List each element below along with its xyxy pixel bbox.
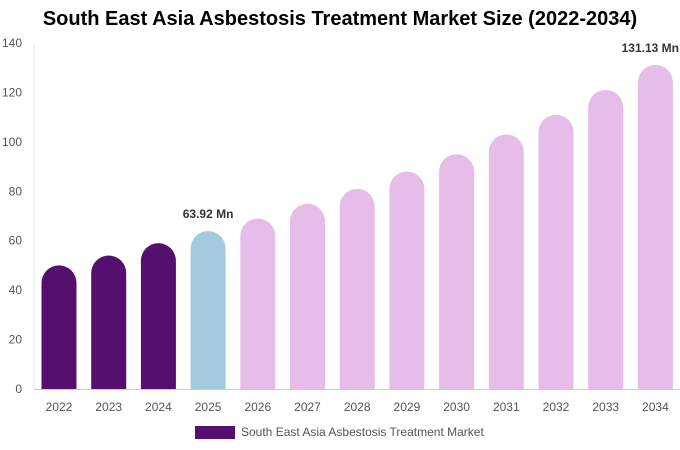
bar-2027 [290, 203, 325, 389]
x-tick-label: 2027 [294, 400, 321, 414]
y-tick-label: 40 [9, 283, 23, 297]
x-tick-label: 2022 [46, 400, 73, 414]
x-tick-label: 2030 [443, 400, 470, 414]
chart-labels: 2022 2023 2024 2025 2026 2027 2028 2029 2030 2031… [46, 41, 679, 414]
x-tick-label: 2034 [642, 400, 669, 414]
bar-2023 [91, 255, 127, 389]
bar-2022 [41, 265, 77, 389]
legend-label: South East Asia Asbestosis Treatment Mar… [241, 425, 484, 439]
bar-2029 [389, 171, 425, 389]
y-tick-label: 100 [2, 135, 22, 149]
bar-2026 [240, 218, 276, 389]
bar-2031 [488, 134, 524, 389]
x-tick-label: 2026 [244, 400, 271, 414]
bar-2034 [637, 64, 673, 389]
x-tick-label: 2032 [543, 400, 570, 414]
bar-2032 [538, 114, 574, 389]
data-label: 131.13 Mn [622, 41, 679, 55]
y-tick-label: 80 [9, 184, 23, 198]
x-tick-label: 2025 [195, 400, 222, 414]
x-tick-label: 2028 [344, 400, 371, 414]
bar-2033 [588, 89, 624, 389]
x-tick-label: 2023 [95, 400, 122, 414]
y-tick-label: 20 [9, 333, 23, 347]
x-tick-label: 2033 [592, 400, 619, 414]
x-tick-label: 2024 [145, 400, 172, 414]
bar-2030 [439, 154, 475, 389]
legend-swatch [195, 425, 235, 439]
bar-2028 [339, 188, 375, 389]
data-label: 63.92 Mn [183, 207, 234, 221]
y-tick-label: 60 [9, 234, 23, 248]
legend[interactable]: South East Asia Asbestosis Treatment Mar… [195, 425, 484, 439]
y-tick-label: 0 [15, 382, 22, 396]
bar-2025 [190, 231, 226, 389]
y-tick-label: 120 [2, 85, 22, 99]
chart-bars [41, 64, 673, 389]
chart-title: South East Asia Asbestosis Treatment Mar… [42, 8, 638, 30]
y-tick-label: 140 [2, 36, 22, 50]
chart-axes: 0 20 40 60 80 100 120 140 [2, 36, 680, 396]
x-tick-label: 2029 [394, 400, 421, 414]
bar-2024 [140, 243, 176, 389]
x-tick-label: 2031 [493, 400, 520, 414]
